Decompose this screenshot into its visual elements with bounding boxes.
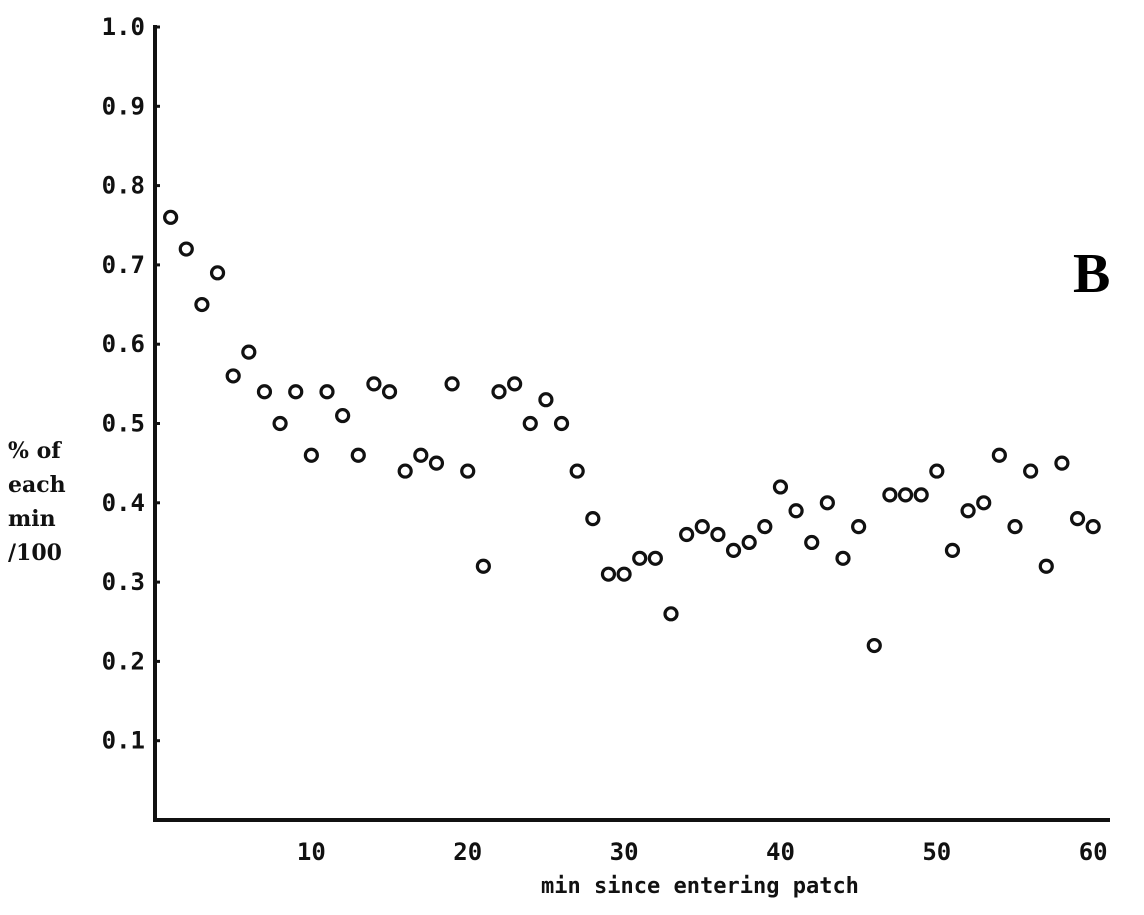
data-point bbox=[804, 534, 820, 551]
data-point bbox=[710, 526, 726, 543]
data-point bbox=[1007, 518, 1023, 535]
data-point bbox=[882, 487, 898, 503]
data-point bbox=[163, 209, 179, 225]
data-point bbox=[897, 487, 914, 503]
data-point bbox=[741, 534, 757, 551]
data-points bbox=[163, 209, 1101, 654]
data-point bbox=[178, 241, 194, 257]
y-axis-label-line: /100 bbox=[8, 540, 62, 566]
x-tick-label: 40 bbox=[766, 838, 795, 866]
x-tick-label: 30 bbox=[610, 838, 639, 866]
data-point bbox=[350, 447, 366, 463]
y-tick-label: 1.0 bbox=[102, 13, 145, 41]
data-point bbox=[1038, 558, 1054, 574]
data-point bbox=[851, 518, 867, 535]
y-tick-label: 0.6 bbox=[102, 330, 145, 358]
y-axis-label-line: each bbox=[8, 472, 66, 498]
data-point bbox=[663, 606, 679, 622]
data-point bbox=[366, 376, 382, 392]
data-point bbox=[335, 407, 351, 424]
y-axis-label-line: % of bbox=[8, 438, 62, 464]
data-point bbox=[991, 447, 1007, 463]
y-tick-label: 0.5 bbox=[102, 410, 145, 438]
data-point bbox=[1069, 511, 1086, 527]
data-point bbox=[725, 542, 742, 558]
data-point bbox=[960, 503, 976, 519]
data-point bbox=[288, 384, 304, 400]
data-point bbox=[616, 566, 632, 582]
x-tick-labels: 10 20 30 40 50 60 bbox=[297, 838, 1108, 866]
data-point bbox=[1085, 518, 1101, 535]
data-point bbox=[1023, 463, 1039, 479]
data-point bbox=[381, 384, 398, 400]
x-tick-label: 10 bbox=[297, 838, 326, 866]
y-tick-label: 0.3 bbox=[102, 568, 145, 596]
data-point bbox=[256, 384, 273, 400]
data-point bbox=[491, 384, 507, 400]
data-point bbox=[428, 455, 445, 471]
panel-label: B bbox=[1073, 243, 1110, 305]
data-point bbox=[944, 542, 961, 558]
data-point bbox=[569, 463, 585, 479]
data-point bbox=[1054, 455, 1070, 471]
data-point bbox=[507, 376, 523, 392]
data-point bbox=[757, 518, 773, 535]
data-point bbox=[835, 550, 851, 566]
data-point bbox=[194, 296, 210, 313]
data-point bbox=[460, 463, 476, 479]
data-point bbox=[600, 566, 617, 582]
y-tick-label: 0.4 bbox=[102, 489, 145, 517]
data-point bbox=[913, 487, 929, 503]
data-point bbox=[319, 384, 335, 400]
data-point bbox=[694, 518, 710, 535]
data-point bbox=[866, 637, 882, 654]
data-point bbox=[397, 463, 413, 479]
y-axis-label-line: min bbox=[8, 506, 56, 532]
data-point bbox=[475, 558, 491, 574]
data-point bbox=[413, 447, 429, 463]
data-point bbox=[819, 495, 835, 511]
data-point bbox=[679, 526, 695, 543]
x-tick-label: 20 bbox=[453, 838, 482, 866]
y-tick-label: 0.8 bbox=[102, 172, 145, 200]
y-tick-label: 0.1 bbox=[102, 727, 145, 755]
data-point bbox=[272, 415, 288, 432]
data-point bbox=[553, 415, 570, 432]
data-point bbox=[772, 479, 789, 495]
x-tick-label: 50 bbox=[922, 838, 951, 866]
y-tick-label: 0.9 bbox=[102, 92, 145, 120]
data-point bbox=[647, 550, 663, 566]
data-point bbox=[303, 447, 319, 463]
data-point bbox=[225, 368, 241, 384]
y-tick-label: 0.2 bbox=[102, 647, 145, 675]
data-point bbox=[976, 495, 992, 511]
y-tick-label: 0.7 bbox=[102, 251, 145, 279]
data-point bbox=[929, 463, 945, 479]
data-point bbox=[632, 550, 648, 566]
data-point bbox=[209, 265, 226, 281]
x-axis-label: min since entering patch bbox=[541, 874, 859, 899]
data-point bbox=[538, 392, 554, 408]
y-tick-labels: 0.1 0.2 0.3 0.4 0.5 0.6 0.7 0.8 0.9 1.0 bbox=[102, 13, 145, 755]
y-axis-label: % of each min /100 bbox=[8, 438, 66, 566]
data-point bbox=[788, 503, 804, 519]
data-point bbox=[522, 415, 538, 432]
x-tick-label: 60 bbox=[1079, 838, 1108, 866]
data-point bbox=[241, 344, 257, 360]
data-point bbox=[444, 376, 460, 392]
data-point bbox=[585, 511, 601, 527]
